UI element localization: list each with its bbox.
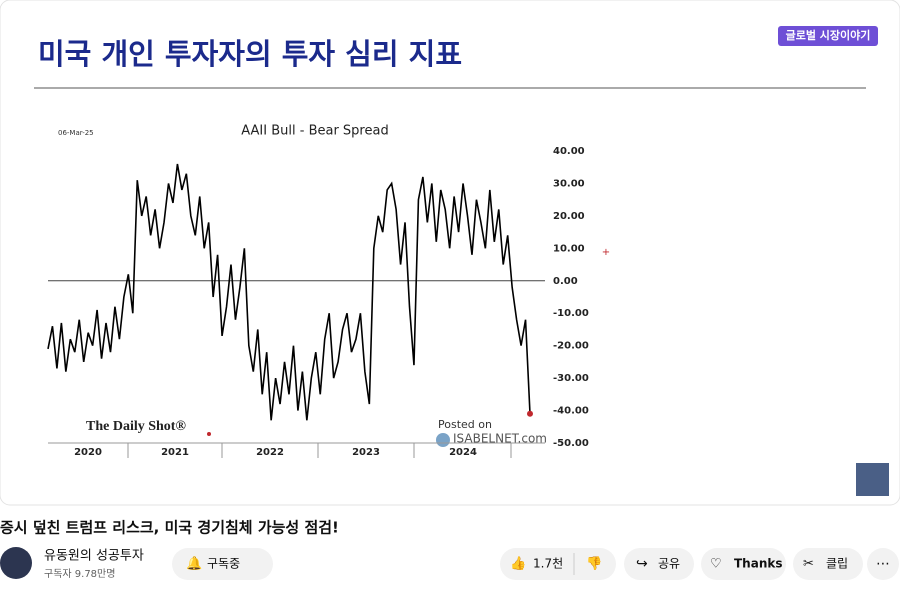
clip-icon: ✂ xyxy=(803,557,814,572)
avatar[interactable] xyxy=(0,547,32,579)
slide-title: 미국 개인 투자자의 투자 심리 지표 xyxy=(38,37,462,71)
subscribe-button[interactable] xyxy=(172,548,273,580)
clip-text: 클립 xyxy=(826,557,848,571)
line xyxy=(47,163,531,421)
y-tick-label: -10.00 xyxy=(553,308,589,319)
y-tick-label: -50.00 xyxy=(553,438,589,449)
plus: + xyxy=(602,247,610,258)
year-label: 2022 xyxy=(256,447,284,458)
dislike-icon: 👎 xyxy=(586,556,602,572)
share-text: 공유 xyxy=(658,557,680,571)
share-icon: ↪ xyxy=(636,556,648,572)
y-tick-label: 30.00 xyxy=(553,178,585,189)
year-label: 2024 xyxy=(449,447,477,458)
badge xyxy=(778,26,878,46)
subscribers: 구독자 9.78만명 xyxy=(44,568,115,580)
video-title: 증시 덮친 트럼프 리스크, 미국 경기침체 가능성 점검! xyxy=(0,519,339,537)
y-tick-label: -30.00 xyxy=(553,373,589,384)
year-label: 2021 xyxy=(161,447,189,458)
more-button[interactable] xyxy=(867,548,899,580)
video-frame[interactable] xyxy=(0,0,900,506)
badge-text: 글로벌 시장이야기 xyxy=(786,28,871,42)
likes: 1.7천 xyxy=(533,556,563,571)
logo xyxy=(436,433,450,447)
source: The Daily Shot® xyxy=(86,419,186,434)
chart-title: AAII Bull - Bear Spread xyxy=(241,124,388,139)
share-button[interactable] xyxy=(624,548,694,580)
y-tick-label: 10.00 xyxy=(553,243,585,254)
chart-date: 06-Mar-25 xyxy=(58,129,94,137)
dot xyxy=(207,432,211,436)
clip-button[interactable] xyxy=(793,548,863,580)
thanks-text: Thanks xyxy=(734,557,783,571)
y-tick-label: 40.00 xyxy=(553,146,585,157)
last-point xyxy=(527,410,533,417)
y-tick-label: -20.00 xyxy=(553,341,589,352)
year-label: 2023 xyxy=(352,447,380,458)
like-icon: 👍 xyxy=(510,556,526,572)
posted: Posted on xyxy=(438,418,492,431)
presenter-thumb xyxy=(856,463,889,496)
site: ISABELNET.com xyxy=(453,432,547,446)
channel[interactable]: 유동원의 성공투자 xyxy=(44,549,144,564)
thanks-icon: ♡ xyxy=(710,557,722,572)
like-button[interactable] xyxy=(500,548,616,580)
y-tick-label: -40.00 xyxy=(553,406,589,417)
subscribe-text: 구독중 xyxy=(207,557,240,571)
bell: 🔔 xyxy=(186,556,202,572)
y-tick-label: 20.00 xyxy=(553,211,585,222)
y-tick-label: 0.00 xyxy=(553,276,578,287)
more-icon: ⋯ xyxy=(876,556,890,572)
thanks-button[interactable] xyxy=(701,548,786,580)
year-label: 2020 xyxy=(74,447,102,458)
